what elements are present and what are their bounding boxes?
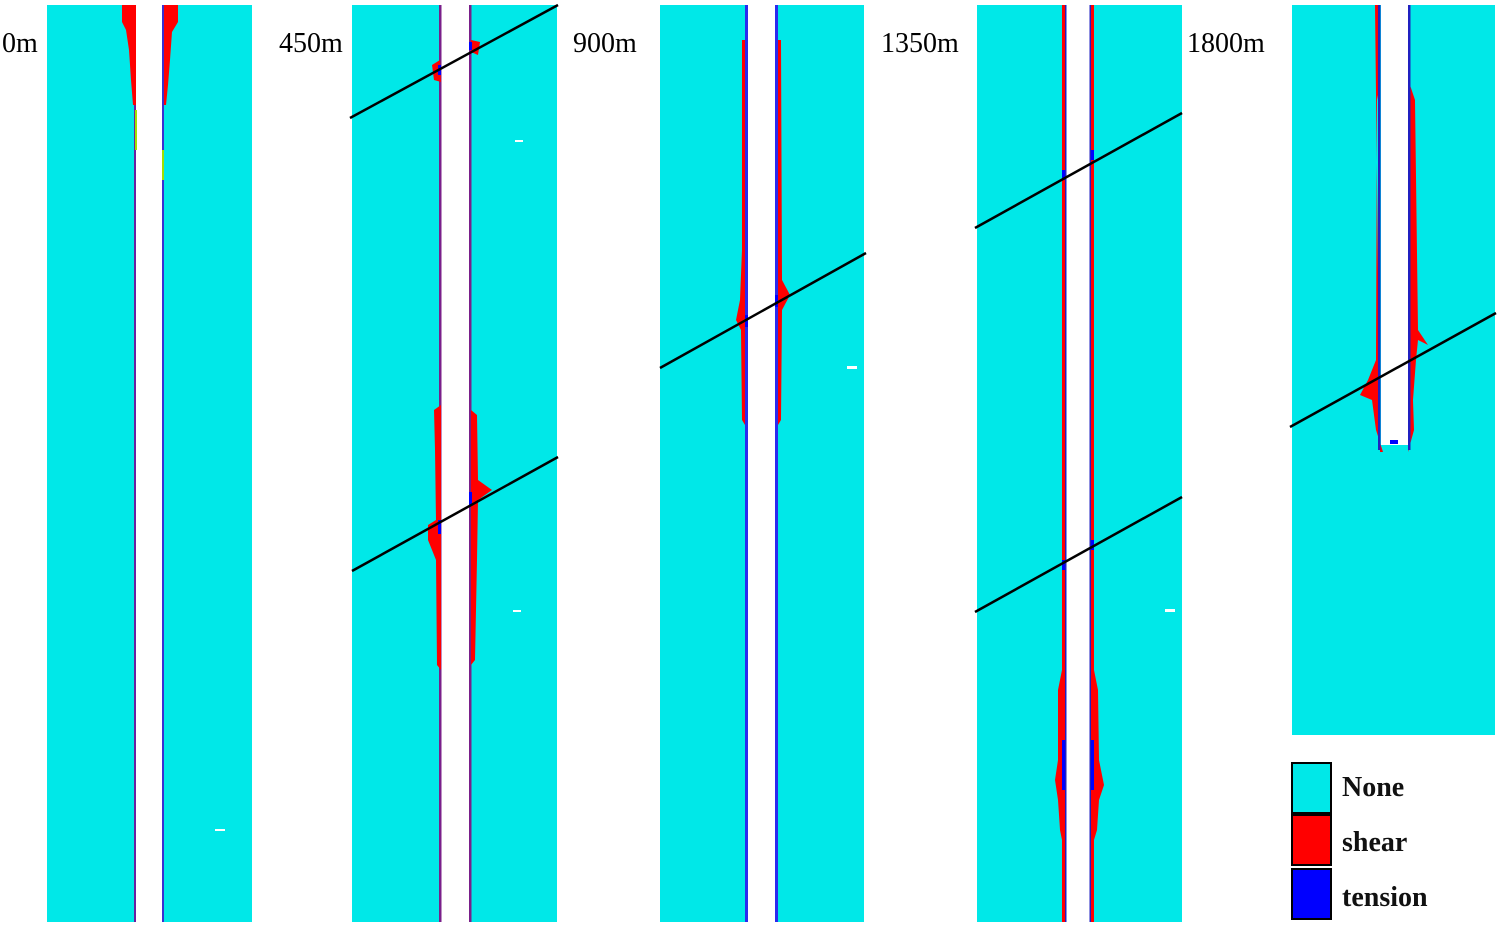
legend-swatch-shear (1291, 814, 1332, 866)
legend-swatch-tension (1291, 868, 1332, 920)
legend-label-tension: tension (1342, 882, 1428, 913)
legend-label-none: None (1342, 772, 1405, 803)
panel-450m (340, 0, 570, 928)
panel-0m (0, 0, 260, 928)
panel-1350m (965, 0, 1190, 928)
legend-label-shear: shear (1342, 827, 1408, 858)
panel-label-0m: 0m (2, 28, 38, 59)
panel-label-1800m: 1800m (1187, 28, 1265, 59)
panel-label-900m: 900m (573, 28, 637, 59)
panel-label-1350m: 1350m (881, 28, 959, 59)
panel-label-450m: 450m (279, 28, 343, 59)
panel-1800m (1285, 0, 1500, 740)
panel-900m (650, 0, 880, 928)
legend-swatch-none (1291, 762, 1332, 814)
